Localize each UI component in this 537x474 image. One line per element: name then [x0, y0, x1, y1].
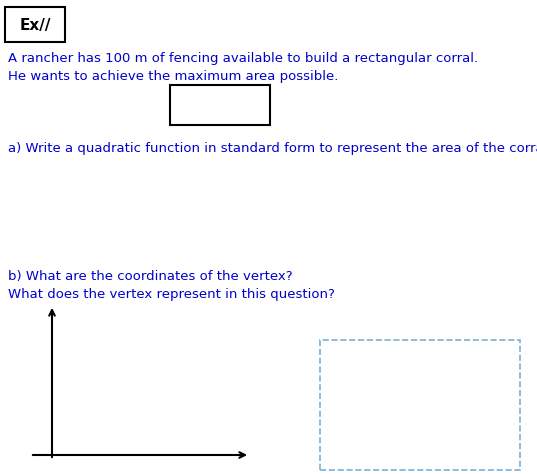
- Text: •: •: [336, 395, 343, 409]
- Text: $Y_{scl}$:: $Y_{scl}$:: [348, 446, 371, 461]
- Text: $Y_{max}$:: $Y_{max}$:: [348, 428, 378, 444]
- Text: a) Write a quadratic function in standard form to represent the area of the corr: a) Write a quadratic function in standar…: [8, 142, 537, 155]
- Text: •: •: [336, 429, 343, 443]
- Text: $Y_{min}$:: $Y_{min}$:: [348, 411, 376, 427]
- Bar: [5, 7, 65, 42]
- Text: •: •: [336, 379, 343, 392]
- Text: He wants to achieve the maximum area possible.: He wants to achieve the maximum area pos…: [8, 70, 338, 83]
- Text: •: •: [336, 362, 343, 374]
- Bar: [170, 85, 270, 125]
- FancyBboxPatch shape: [320, 340, 520, 470]
- Text: Window:: Window:: [394, 348, 446, 361]
- Text: What does the vertex represent in this question?: What does the vertex represent in this q…: [8, 288, 335, 301]
- Text: •: •: [336, 412, 343, 426]
- Text: A rancher has 100 m of fencing available to build a rectangular corral.: A rancher has 100 m of fencing available…: [8, 52, 478, 65]
- Text: •: •: [336, 447, 343, 459]
- Text: b) What are the coordinates of the vertex?: b) What are the coordinates of the verte…: [8, 270, 293, 283]
- Text: $X_{scl}$:: $X_{scl}$:: [348, 394, 373, 410]
- Text: $X_{min}$:: $X_{min}$:: [348, 360, 377, 375]
- Text: $X_{max}$:: $X_{max}$:: [348, 377, 380, 392]
- Text: Ex//: Ex//: [19, 18, 51, 33]
